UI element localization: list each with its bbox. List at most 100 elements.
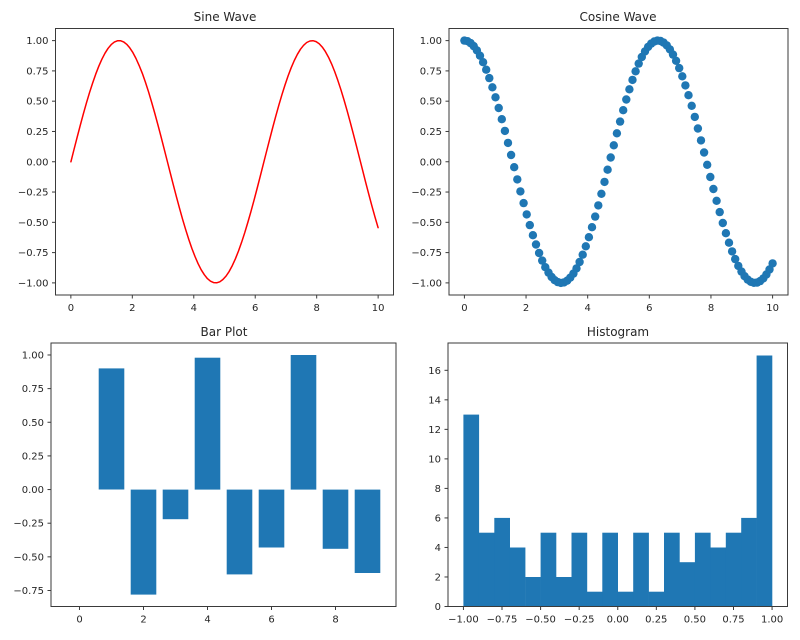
bar-bar [290,355,317,490]
cosine-y-tick-label: −0.75 [411,248,442,259]
cosine-point [591,212,600,221]
cosine-x-tick-label: 0 [461,303,467,314]
bar-x-tick-label: 0 [76,615,82,626]
cosine-point [724,238,734,247]
sine-y-tick-label: 1.00 [26,36,48,47]
bar-y-tick-label: 0.25 [22,451,44,462]
cosine-point [681,81,690,90]
cosine-point [603,165,612,174]
cosine-point [731,254,740,264]
cosine-x-tick-label: 6 [646,303,652,314]
sine-x-tick-label: 8 [314,303,320,314]
hist-hist-bar [478,532,495,607]
hist-x-tick-label: −0.75 [487,615,518,626]
bar-y-tick-label: −0.50 [13,552,44,563]
sine-x-tick-label: 10 [372,303,385,314]
hist-hist-bar [556,577,572,607]
hist-hist-bar [679,562,696,607]
sine-y-tick-label: −0.50 [18,218,49,229]
bar-x-tick-label: 8 [332,615,338,626]
cosine-point [572,264,581,273]
sine-plot-title: Sine Wave [193,10,257,24]
cosine-y-tick-label: 1.00 [420,36,442,47]
cosine-point [631,67,640,76]
bar-bar [354,489,381,573]
bar-y-tick-label: 0.75 [22,384,44,395]
cosine-subplot: 0 2 4 6 8 10 −1.00 −0.75 −0.50 −0.25 0.00 0.25 0.50 0… [411,28,789,314]
bar-bar [130,489,157,595]
cosine-point [634,59,643,68]
hist-hist-bar [509,547,526,607]
bar-x-tick-label: 2 [140,615,146,626]
cosine-point [478,58,488,67]
sine-axes-frame [55,28,394,296]
cosine-point [615,117,625,126]
hist-subplot: −1.00 −0.75 −0.50 −0.25 0.00 0.25 0.50 0.75 1.00… [428,342,788,626]
bar-bar [322,489,349,549]
cosine-point [609,141,618,150]
sine-y-tick-label: 0.50 [26,97,48,108]
sine-y-tick-label: 0.75 [26,66,48,77]
cosine-point [712,196,721,205]
sine-x-tick-label: 0 [68,303,74,314]
hist-hist-bar [571,532,588,607]
cosine-point [703,160,712,169]
cosine-point [619,106,628,115]
cosine-axes-frame [448,28,789,296]
cosine-point [696,136,706,145]
hist-hist-bar [648,591,665,607]
hist-hist-bar [617,591,634,607]
bar-axes-frame [50,342,397,607]
hist-hist-bar [494,517,510,607]
cosine-point [485,73,494,83]
hist-y-tick-label: 2 [435,573,441,584]
bar-bar [98,368,125,490]
cosine-point [768,259,777,268]
hist-hist-bar [756,355,773,607]
cosine-point [516,187,525,196]
cosine-y-tick-label: 0.25 [420,127,442,138]
hist-x-tick-label: −0.25 [564,615,595,626]
hist-y-tick-label: 16 [428,366,441,377]
hist-hist-bar [725,532,742,607]
hist-x-tick-label: 1.00 [761,615,783,626]
bar-plot-title: Bar Plot [200,325,248,339]
cosine-point [482,65,491,74]
cosine-point [519,198,528,208]
cosine-point [497,115,506,124]
hist-hist-bar [602,532,618,607]
cosine-point [528,231,538,240]
hist-y-tick-label: 8 [435,484,441,495]
bar-y-tick-label: 1.00 [22,351,44,362]
sine-x-tick-label: 6 [252,303,258,314]
hist-y-tick-label: 14 [428,395,441,406]
cosine-point [584,233,594,242]
sine-y-tick-label: −0.75 [18,248,49,259]
cosine-point [606,153,615,162]
cosine-point [718,218,727,228]
cosine-point [693,124,703,133]
cosine-point [706,172,715,182]
cosine-y-tick-label: −0.25 [411,188,442,199]
cosine-y-tick-label: 0.50 [420,97,442,108]
cosine-point [612,129,622,138]
hist-hist-bar [463,414,480,607]
cosine-point [687,101,696,111]
cosine-point [522,210,531,219]
hist-hist-bar [694,532,711,607]
hist-y-tick-label: 12 [428,425,441,436]
cosine-x-tick-label: 10 [766,303,779,314]
bar-y-tick-label: −0.75 [13,586,44,597]
cosine-point [699,148,709,157]
cosine-point [575,257,584,267]
bar-x-tick-label: 4 [204,615,210,626]
cosine-point [513,175,522,184]
sine-x-tick-label: 4 [191,303,197,314]
hist-hist-bar [633,532,649,607]
cosine-y-tick-label: −0.50 [411,218,442,229]
cosine-plot-title: Cosine Wave [579,10,657,24]
cosine-point [494,103,503,113]
cosine-point [581,242,590,251]
hist-y-tick-label: 6 [435,513,441,524]
